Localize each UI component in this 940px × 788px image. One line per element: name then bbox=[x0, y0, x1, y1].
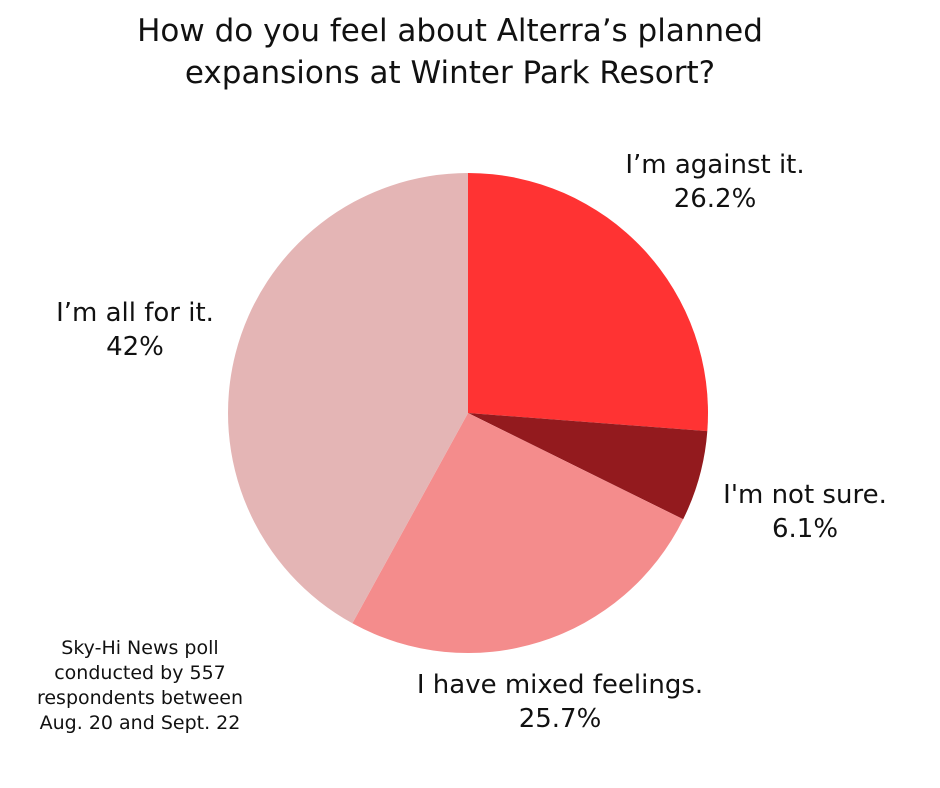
pie-slice-not-sure bbox=[468, 413, 708, 520]
slice-label-mixed: I have mixed feelings. 25.7% bbox=[380, 668, 740, 736]
chart-title: How do you feel about Alterra’s planned … bbox=[137, 13, 763, 91]
slice-value-not-sure: 6.1% bbox=[771, 514, 839, 544]
slice-label-not-sure: I'm not sure. 6.1% bbox=[700, 478, 910, 546]
pie-slice-all-for bbox=[228, 173, 468, 624]
slice-label-all-for: I’m all for it. 42% bbox=[30, 296, 240, 364]
slice-name-not-sure: I'm not sure. bbox=[723, 480, 887, 510]
slice-name-all-for: I’m all for it. bbox=[56, 298, 214, 328]
poll-source-note: Sky-Hi News poll conducted by 557 respon… bbox=[36, 637, 244, 734]
slice-value-mixed: 25.7% bbox=[518, 704, 602, 734]
pie-slice-against bbox=[468, 173, 709, 432]
pie-slices bbox=[228, 173, 709, 653]
slice-value-all-for: 42% bbox=[106, 332, 164, 362]
slice-name-mixed: I have mixed feelings. bbox=[416, 670, 704, 700]
slice-label-against: I’m against it. 26.2% bbox=[600, 148, 830, 216]
pie-slice-mixed bbox=[352, 413, 684, 653]
slice-value-against: 26.2% bbox=[673, 184, 757, 214]
slice-name-against: I’m against it. bbox=[625, 150, 805, 180]
